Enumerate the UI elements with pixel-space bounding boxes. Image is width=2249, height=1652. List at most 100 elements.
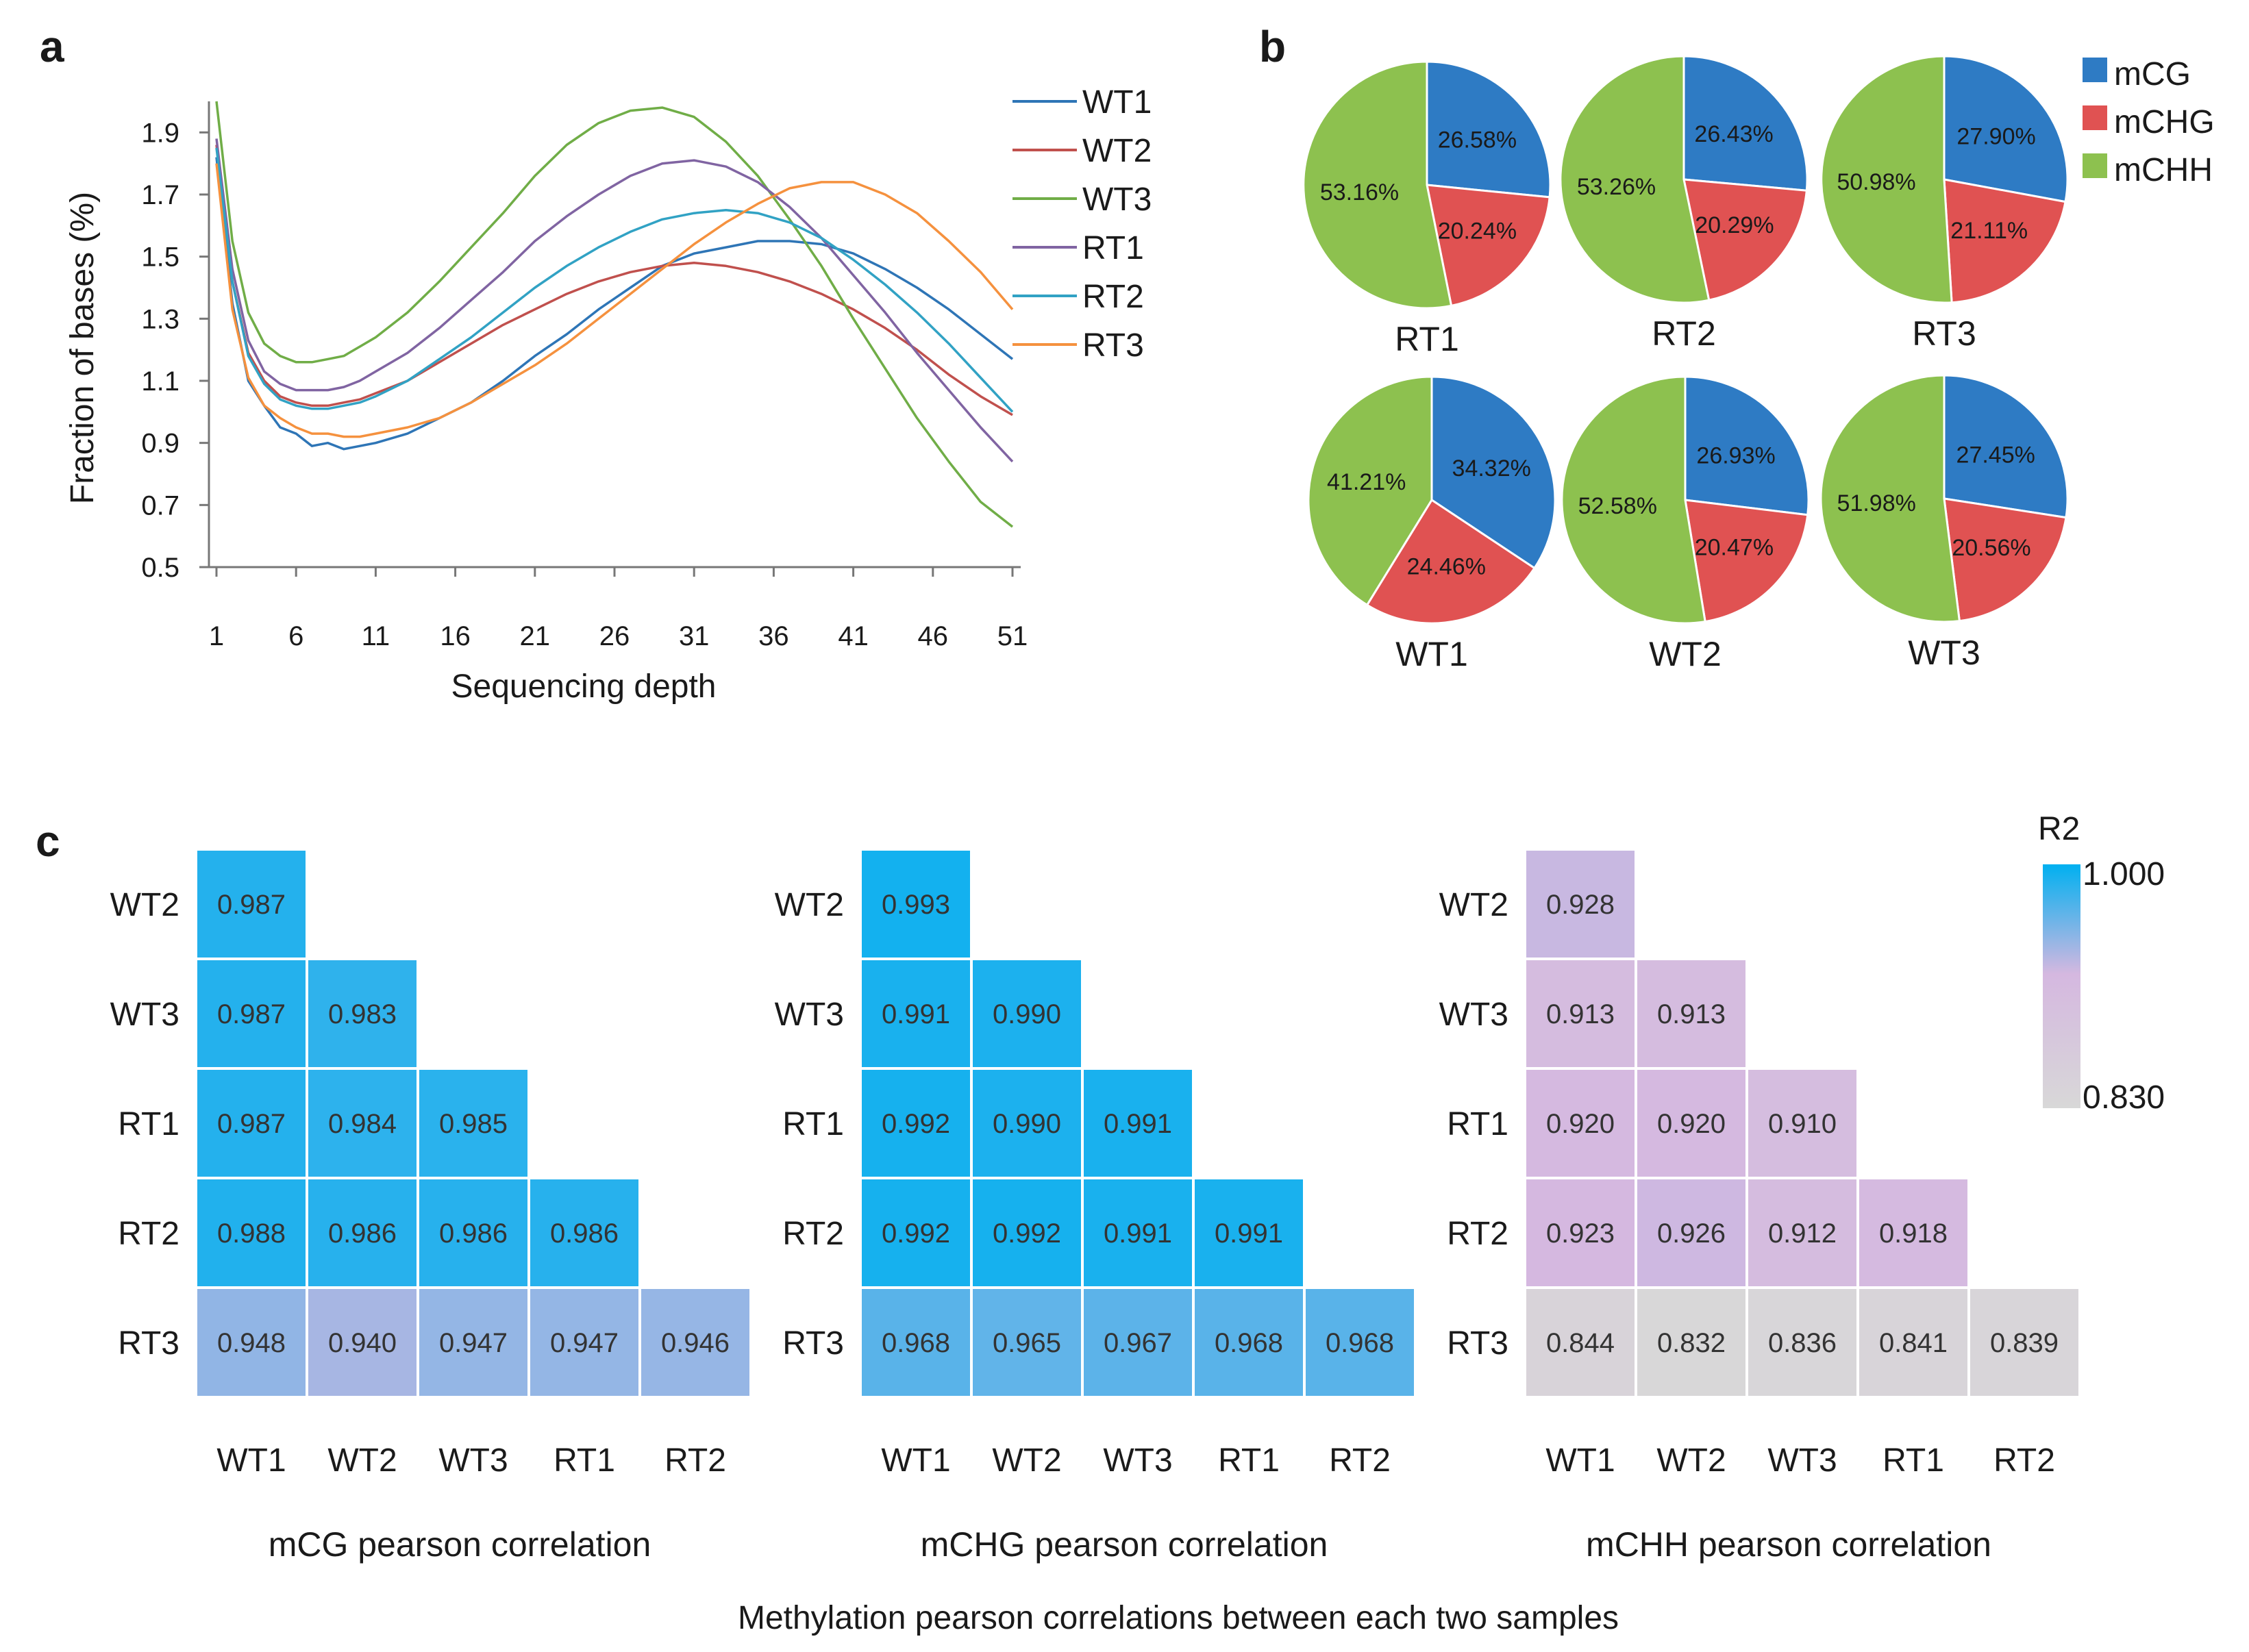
- pie-slice-label-mchh: 51.98%: [1837, 490, 1916, 516]
- pie-name-label: RT3: [1912, 314, 1976, 353]
- pie-slice-label-mchh: 53.16%: [1320, 179, 1399, 205]
- heatmap-title: mCG pearson correlation: [269, 1525, 651, 1564]
- heatmap-cell-value: 0.990: [993, 999, 1061, 1029]
- heatmap-cell-value: 0.839: [1990, 1328, 2059, 1358]
- heatmap-cell-value: 0.986: [328, 1218, 397, 1249]
- heatmap-cell-value: 0.987: [217, 890, 286, 920]
- panel-label-a: a: [40, 22, 64, 71]
- heatmap-cell-value: 0.920: [1657, 1109, 1726, 1139]
- heatmap-cell: [195, 1067, 308, 1179]
- heatmap-cell: [1524, 1177, 1637, 1289]
- heatmap-cell: [195, 848, 308, 960]
- heatmap-cell-value: 0.832: [1657, 1328, 1726, 1358]
- y-axis-title: Fraction of bases (%): [64, 192, 101, 504]
- pie-name-label: RT1: [1395, 320, 1459, 358]
- heatmap-cell: [1081, 1177, 1195, 1289]
- heatmap-cell: [1081, 1067, 1195, 1179]
- legend-label-wt2: WT2: [1082, 133, 1152, 169]
- series-line-rt3: [215, 163, 1014, 438]
- row-label: RT1: [782, 1106, 844, 1142]
- col-label: RT2: [664, 1442, 726, 1479]
- colorbar: [2043, 864, 2080, 1108]
- y-tick-label: 1.7: [141, 180, 179, 210]
- heatmap-cell-value: 0.990: [993, 1109, 1061, 1139]
- y-tick-label: 1.3: [141, 304, 179, 334]
- heatmap-panel: WT2 0.987 WT3 0.987 0.983 RT1 0.987 0.984 0.985 R…: [110, 811, 2165, 1636]
- y-tick-label: 0.5: [141, 553, 179, 583]
- heatmap-cell-value: 0.985: [439, 1109, 508, 1139]
- line-chart-panel: 0.50.70.91.11.31.51.71.91 6 11 16 21 26 31 36 41…: [64, 84, 1152, 705]
- heatmap-cell: [306, 1286, 419, 1399]
- pie-slice-label-mcg: 34.32%: [1452, 455, 1531, 481]
- pie-slice-mchh: [1302, 60, 1453, 310]
- pie-slice-label-mchg: 20.29%: [1695, 212, 1774, 238]
- heatmap-mcg: WT2 0.987 WT3 0.987 0.983 RT1 0.987 0.984 0.985 R…: [110, 848, 752, 1564]
- y-tick-label: 0.7: [141, 490, 179, 521]
- heatmap-cell-value: 0.992: [993, 1218, 1061, 1249]
- x-tick-label: 21: [520, 621, 551, 651]
- heatmap-cell: [1635, 1286, 1748, 1399]
- colorbar-title: R2: [2038, 811, 2080, 847]
- row-label: WT3: [1439, 997, 1508, 1033]
- heatmap-cell-value: 0.948: [217, 1328, 286, 1358]
- heatmap-cell: [1192, 1286, 1306, 1399]
- x-tick-label: 26: [599, 621, 630, 651]
- row-label: RT1: [1447, 1106, 1508, 1142]
- row-label: WT2: [1439, 887, 1508, 923]
- pie-slice-mchg: [1426, 184, 1551, 308]
- row-label: WT2: [775, 887, 844, 923]
- pie-name-label: WT1: [1395, 635, 1468, 673]
- series-line-rt2: [215, 147, 1014, 413]
- pie-slice-mcg: [1426, 60, 1552, 199]
- heatmap-cell-value: 0.918: [1879, 1218, 1948, 1249]
- x-tick-label: 41: [838, 621, 869, 651]
- heatmap-cell: [195, 1286, 308, 1399]
- legend-swatch-mchh: [2083, 153, 2107, 178]
- col-label: WT3: [1767, 1442, 1837, 1479]
- col-label: WT2: [992, 1442, 1061, 1479]
- row-label: RT3: [782, 1325, 844, 1362]
- x-tick-label: 16: [440, 621, 471, 651]
- row-label: RT3: [1447, 1325, 1508, 1362]
- heatmap-cell: [1524, 958, 1637, 1070]
- heatmap-cell-value: 0.947: [550, 1328, 619, 1358]
- heatmap-cell-value: 0.988: [217, 1218, 286, 1249]
- pie-slice-mcg: [1684, 375, 1810, 516]
- pie-slice-label-mchg: 20.47%: [1695, 535, 1774, 561]
- row-label: RT1: [118, 1106, 179, 1142]
- pie-slice-mcg: [1943, 55, 2069, 203]
- heatmap-cell-value: 0.986: [439, 1218, 508, 1249]
- heatmap-cell: [859, 1067, 973, 1179]
- row-label: WT3: [775, 997, 844, 1033]
- pie-slice-mcg: [1682, 55, 1809, 192]
- pie-slice-mcg: [1943, 374, 2069, 519]
- heatmap-cell-value: 0.967: [1104, 1328, 1172, 1358]
- col-label: WT1: [881, 1442, 950, 1479]
- y-tick-label: 1.1: [141, 366, 179, 397]
- heatmap-cell: [970, 958, 1084, 1070]
- heatmap-cell-value: 0.968: [1326, 1328, 1394, 1358]
- pie-slice-label-mchh: 52.58%: [1578, 493, 1657, 519]
- pie-slice-label-mcg: 26.58%: [1438, 127, 1517, 153]
- heatmap-cell: [859, 1286, 973, 1399]
- heatmap-cell: [1524, 1286, 1637, 1399]
- pie-name-label: WT2: [1649, 635, 1722, 673]
- heatmap-title: mCHH pearson correlation: [1586, 1525, 1991, 1564]
- panel-label-c: c: [36, 816, 60, 866]
- heatmap-cell: [970, 1177, 1084, 1289]
- pie-chart-panel: 26.58% 20.24% 53.16% RT1 26.43% 20.29% 53.26% R…: [1302, 55, 2215, 673]
- heatmap-cell-value: 0.987: [217, 1109, 286, 1139]
- heatmap-cell-value: 0.946: [661, 1328, 730, 1358]
- col-label: WT3: [438, 1442, 508, 1479]
- col-label: RT2: [1993, 1442, 2055, 1479]
- heatmap-cell-value: 0.920: [1546, 1109, 1615, 1139]
- pie-wt3: 27.45% 20.56% 51.98% WT3: [1819, 374, 2069, 672]
- series-line-wt1: [215, 157, 1014, 451]
- pie-slice-mchh: [1561, 375, 1706, 625]
- x-tick-label: 31: [679, 621, 710, 651]
- heatmap-cell-value: 0.841: [1879, 1328, 1948, 1358]
- pie-slice-label-mchh: 41.21%: [1327, 469, 1406, 495]
- pie-slice-label-mchh: 50.98%: [1837, 169, 1915, 195]
- heatmap-cell-value: 0.940: [328, 1328, 397, 1358]
- pie-slice-label-mcg: 27.90%: [1956, 124, 2035, 150]
